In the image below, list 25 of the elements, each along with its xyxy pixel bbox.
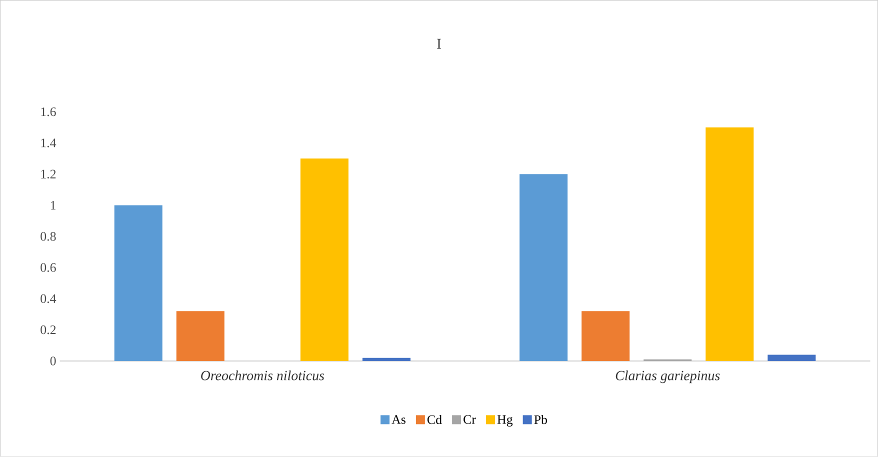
bar [114, 205, 162, 362]
y-tick-label: 1.2 [41, 170, 56, 179]
y-tick-label: 0.6 [40, 263, 56, 272]
bar [768, 354, 816, 362]
bar [706, 128, 754, 362]
x-tick-label: Oreochromis niloticus [201, 370, 324, 380]
legend-label: Hg [497, 415, 513, 427]
y-tick-label: 1.6 [41, 108, 56, 116]
bar [362, 358, 410, 362]
chart-title: I [437, 39, 441, 49]
bar [582, 311, 630, 362]
y-tick-label: 1 [50, 201, 56, 210]
y-tick-label: 1.4 [41, 138, 56, 148]
y-tick-label: 0.2 [40, 326, 56, 334]
bar [176, 311, 224, 362]
y-tick-label: 0.8 [40, 232, 56, 241]
legend-label: Cd [427, 415, 442, 424]
x-tick-label: Clarias gariepinus [616, 370, 720, 384]
legend-label: Pb [534, 415, 548, 424]
y-tick-label: 0.4 [40, 294, 56, 304]
bar [520, 174, 568, 362]
legend-label: Cr [464, 415, 476, 424]
y-tick-label: 0 [50, 356, 56, 366]
bar [300, 158, 348, 362]
legend-label: As [392, 415, 406, 424]
